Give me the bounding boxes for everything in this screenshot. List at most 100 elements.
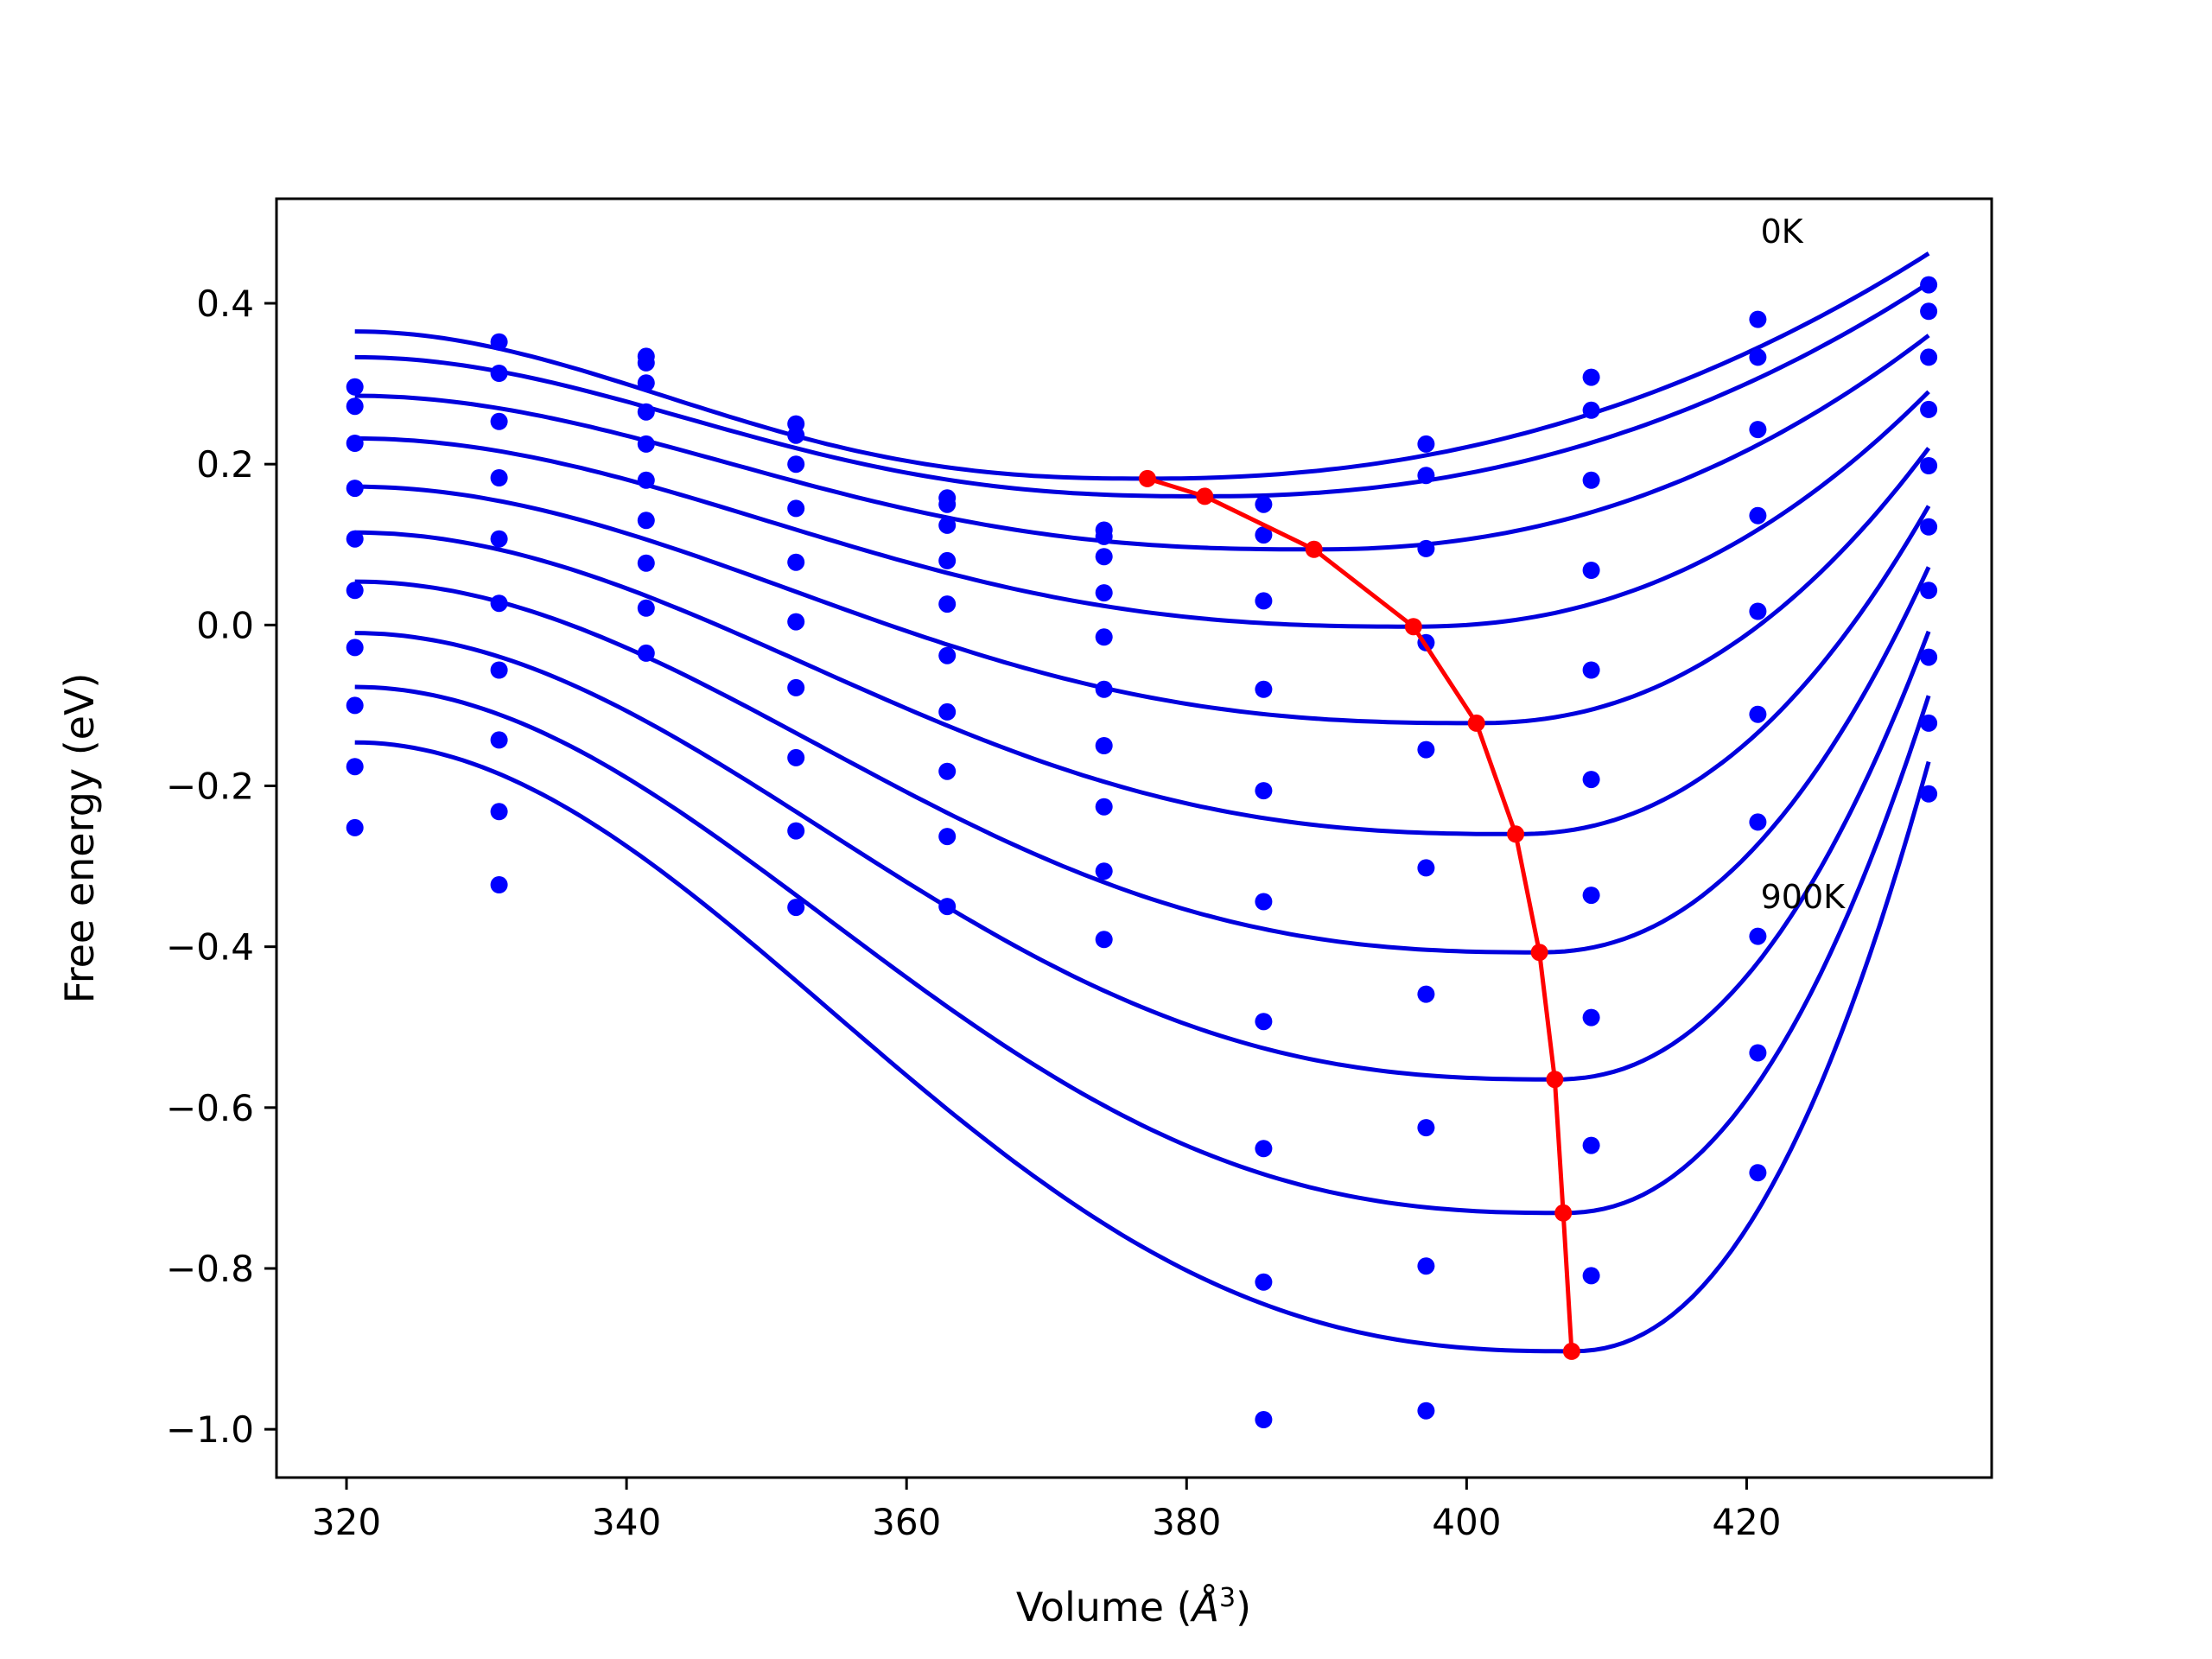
x-tick-label-320: 320 [312, 1501, 381, 1543]
minima-path [1147, 476, 1574, 1352]
data-point-4-11 [1920, 400, 1938, 418]
data-point-6-11 [1920, 518, 1938, 536]
data-point-1-9 [1582, 368, 1600, 386]
y-axis: 0.4 0.2 0.0 −0.2 −0.4 −0.6 −0.8 −1.0 [166, 283, 276, 1451]
annotation-900k: 900K [1761, 878, 1847, 916]
data-point-5-8 [1417, 741, 1435, 759]
y-tick-label-5: −0.6 [166, 1087, 254, 1129]
plot-frame [275, 197, 1993, 1479]
data-point-6-8 [1417, 859, 1435, 877]
data-point-3-2 [490, 412, 508, 430]
data-point-7-9 [1582, 887, 1600, 905]
data-point-3-10 [1749, 421, 1767, 439]
data-point-7-6 [1095, 737, 1113, 754]
data-point-8-7 [1255, 1140, 1273, 1158]
x-tick-label-340: 340 [592, 1501, 661, 1543]
minimum-point-6 [1507, 825, 1525, 843]
data-point-9-2 [490, 803, 508, 821]
x-tick-label-420: 420 [1712, 1501, 1781, 1543]
data-point-10-3 [637, 644, 655, 662]
data-point-8-10 [1749, 927, 1767, 945]
x-axis-label: Volume (Å3) [1016, 1583, 1251, 1631]
x-tick-label-380: 380 [1152, 1501, 1221, 1543]
y-tick-label-0: 0.4 [196, 283, 254, 325]
data-point-8-4 [787, 748, 805, 766]
data-point-9-7 [1255, 1273, 1273, 1291]
annotations: 0K 900K [1761, 213, 1847, 916]
minima-line [1138, 469, 1580, 1360]
data-point-10-8 [1417, 1402, 1435, 1420]
x-tick-label-360: 360 [872, 1501, 941, 1543]
x-tick-label-400: 400 [1432, 1501, 1501, 1543]
data-point-4-9 [1582, 562, 1600, 579]
fit-curve-2 [354, 281, 1930, 499]
data-point-6-7 [1255, 893, 1273, 911]
data-point-9-1 [346, 758, 364, 776]
data-point-2-6 [1095, 527, 1113, 545]
fit-curve-9 [354, 684, 1931, 1216]
y-tick-label-7: −1.0 [166, 1408, 254, 1451]
x-axis: 320 340 360 380 400 420 [312, 1478, 1782, 1543]
data-point-4-4 [787, 499, 805, 518]
data-point-4-5 [938, 551, 957, 569]
data-point-7-2 [490, 661, 508, 679]
data-point-7-4 [787, 678, 805, 696]
data-point-2-1 [346, 397, 364, 416]
data-point-9-3 [637, 599, 655, 617]
fit-curve-4 [354, 390, 1930, 629]
data-point-3-5 [938, 516, 957, 534]
data-point-6-6 [1095, 680, 1113, 698]
minimum-point-7 [1530, 944, 1548, 962]
data-point-3-6 [1095, 548, 1113, 566]
data-point-2-3 [637, 353, 655, 372]
data-point-3-3 [637, 374, 655, 392]
data-point-5-9 [1582, 661, 1600, 679]
y-tick-label-6: −0.8 [166, 1248, 254, 1290]
fit-curve-8 [354, 630, 1931, 1082]
data-point-1-10 [1749, 310, 1767, 328]
data-point-10-10 [1749, 1164, 1767, 1182]
data-point-10-11 [1920, 785, 1938, 803]
fit-curve-10 [354, 740, 1931, 1354]
data-point-7-1 [346, 639, 364, 657]
data-point-7-3 [637, 512, 655, 530]
data-point-3-11 [1920, 348, 1938, 366]
minimum-point-2 [1196, 487, 1214, 505]
data-point-5-11 [1920, 457, 1938, 474]
data-point-9-10 [1749, 1044, 1767, 1062]
data-point-6-5 [938, 646, 957, 664]
data-point-7-8 [1417, 985, 1435, 1003]
data-point-8-6 [1095, 798, 1113, 816]
data-point-2-4 [787, 426, 805, 444]
minimum-point-4 [1404, 618, 1422, 636]
minimum-point-8 [1546, 1071, 1564, 1089]
data-point-3-7 [1255, 592, 1273, 610]
data-point-10-9 [1582, 1267, 1600, 1285]
data-point-10-4 [787, 899, 805, 917]
data-point-7-7 [1255, 1013, 1273, 1031]
data-point-2-2 [490, 365, 508, 382]
data-point-8-3 [637, 554, 655, 572]
data-point-5-10 [1749, 602, 1767, 620]
data-point-4-7 [1255, 680, 1273, 698]
data-point-8-5 [938, 762, 957, 780]
data-point-9-9 [1582, 1136, 1600, 1154]
data-point-5-6 [1095, 628, 1113, 646]
data-point-7-10 [1749, 813, 1767, 831]
data-point-9-6 [1095, 862, 1113, 880]
data-point-5-7 [1255, 782, 1273, 800]
annotation-0k: 0K [1761, 213, 1804, 251]
data-point-3-1 [346, 435, 364, 452]
data-point-2-10 [1749, 348, 1767, 366]
data-point-4-10 [1749, 506, 1767, 524]
data-point-3-9 [1582, 471, 1600, 489]
data-point-2-7 [1255, 526, 1273, 544]
data-point-5-5 [938, 595, 957, 613]
data-point-1-7 [1255, 495, 1273, 513]
data-point-3-8 [1417, 539, 1435, 557]
data-point-6-9 [1582, 771, 1600, 789]
minimum-point-5 [1467, 714, 1485, 732]
data-point-10-6 [1095, 931, 1113, 949]
data-point-7-5 [938, 702, 957, 721]
